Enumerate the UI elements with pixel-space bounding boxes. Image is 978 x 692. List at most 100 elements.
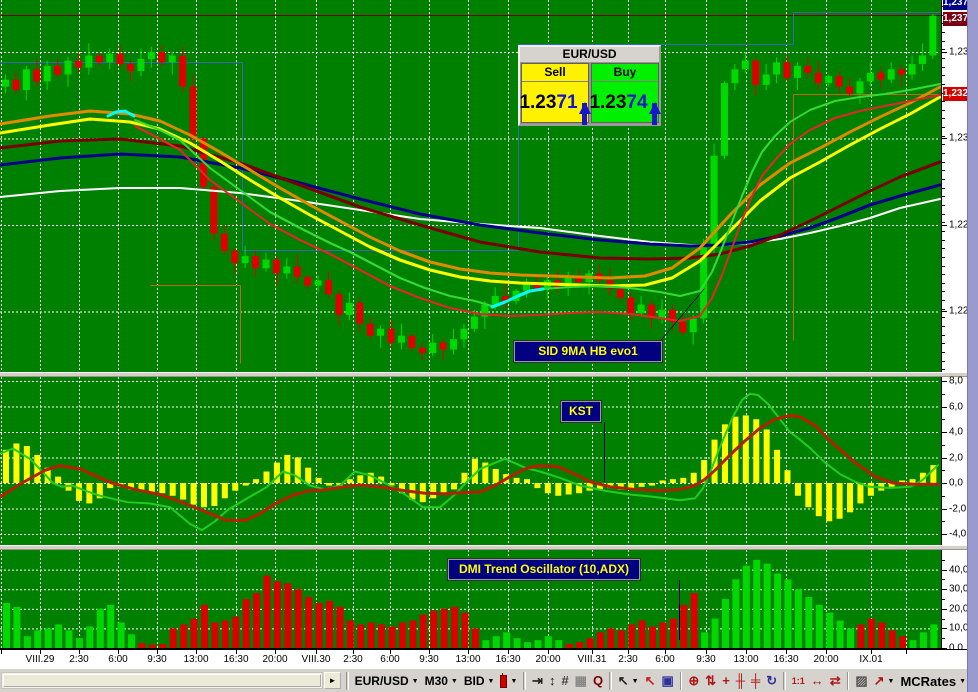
dmi-value-axis[interactable]: 40,0 30,0 20,0 10,0 0,0 — [941, 550, 969, 654]
price-minor-tick — [942, 283, 945, 284]
time-axis-tick — [786, 650, 787, 654]
restore-scale-icon[interactable]: ⇄ — [830, 671, 841, 691]
time-label: 6:00 — [655, 654, 675, 665]
price-tick-label: 1,2350 — [949, 46, 978, 58]
price-badge: 1,2326 — [943, 87, 968, 101]
horizontal-scrollbar-thumb[interactable] — [3, 674, 321, 687]
double-scale-icon[interactable]: ╫ — [736, 671, 745, 691]
price-minor-tick — [942, 214, 945, 215]
zoom-in-icon: ⊕ — [688, 673, 700, 688]
quote-window-icon[interactable]: Q — [593, 671, 603, 691]
time-axis-tick — [79, 650, 80, 654]
bottom-toolbar: ► EUR/USD ▼ M30 ▼ BID ▼ ▼ ⇥ ↕ # ▦ Q ↖ ▼ ↖ ▣ ⊕ ⇅ + ╫ ╪ ↻ 1:1 ↔ ⇄ ▨… — [0, 668, 967, 692]
expand-horizontal-icon[interactable]: ↔ — [811, 671, 824, 691]
line-tools-dropdown[interactable]: ↗ ▼ — [874, 671, 895, 691]
select-region-icon[interactable]: ▦ — [575, 671, 587, 691]
one-to-one-scale-icon: 1:1 — [791, 676, 805, 686]
time-label: 20:00 — [535, 654, 561, 665]
sell-button[interactable]: Sell 1.23 71 — [519, 63, 591, 125]
price-minor-tick — [942, 309, 945, 310]
price-type-dropdown[interactable]: BID ▼ — [464, 674, 495, 688]
one-to-one-scale-icon[interactable]: 1:1 — [792, 671, 805, 691]
scroll-right-button[interactable]: ► — [324, 672, 341, 689]
time-axis-tick — [40, 650, 41, 654]
time-axis-tick — [906, 650, 907, 654]
dmi-tick-label: 10,0 — [949, 622, 969, 634]
kst-indicator-panel[interactable] — [0, 377, 941, 545]
panel-separator[interactable] — [0, 545, 967, 550]
single-scale-icon[interactable]: ╪ — [751, 671, 760, 691]
price-minor-tick — [942, 222, 945, 223]
dmi-tick — [942, 608, 947, 610]
toolbar-separator — [609, 672, 612, 690]
dmi-tick-label: 20,0 — [949, 603, 969, 615]
kst-tick-label: 0,0 — [949, 477, 963, 489]
chevron-down-icon: ▼ — [887, 677, 895, 685]
scroll-to-end-icon[interactable]: ⇥ — [532, 671, 543, 691]
kst-minor-tick — [942, 406, 945, 408]
cursor-tool-dropdown[interactable]: ↖ ▼ — [618, 671, 639, 691]
price-minor-tick — [942, 274, 945, 275]
price-minor-tick — [942, 361, 945, 362]
dmi-minor-tick — [942, 579, 945, 581]
time-label: 16:30 — [495, 654, 521, 665]
price-minor-tick — [942, 162, 945, 163]
time-axis-tick — [118, 650, 119, 654]
crosshair-tool-icon[interactable]: ↖ — [645, 671, 656, 691]
double-scale-icon: ╫ — [735, 673, 746, 688]
zoom-in-icon[interactable]: ⊕ — [688, 671, 699, 691]
timeframe-dropdown[interactable]: M30 ▼ — [425, 674, 458, 688]
fit-vertical-icon: ↕ — [548, 673, 556, 688]
time-axis-tick — [1, 650, 2, 654]
time-axis-tick — [316, 650, 317, 654]
panel-separator[interactable] — [0, 372, 967, 377]
time-axis-tick — [665, 650, 666, 654]
price-minor-tick — [942, 231, 945, 232]
kst-label-anchor-line — [604, 422, 605, 482]
kst-minor-tick — [942, 393, 945, 395]
price-minor-tick — [942, 317, 945, 318]
chevron-down-icon: ▼ — [959, 677, 967, 685]
horizontal-scrollbar[interactable] — [1, 672, 323, 689]
grid-toggle-icon[interactable]: # — [561, 671, 568, 691]
price-minor-tick — [942, 101, 945, 102]
windows-arrange-icon: ▣ — [661, 673, 674, 688]
price-minor-tick — [942, 127, 945, 128]
line-tools-dropdown: ↗ — [873, 673, 885, 688]
windows-arrange-icon[interactable]: ▣ — [661, 671, 673, 691]
symbol-dropdown[interactable]: EUR/USD ▼ — [355, 674, 419, 688]
buy-label: Buy — [592, 64, 658, 82]
time-label: 16:30 — [223, 654, 249, 665]
fit-vertical-icon[interactable]: ↕ — [549, 671, 556, 691]
mcrates-menu[interactable]: MCRates ▼ — [900, 674, 966, 689]
price-minor-tick — [942, 49, 945, 50]
sid-indicator-label[interactable]: SID 9MA HB evo1 — [513, 340, 663, 363]
snapshot-icon[interactable]: ▨ — [855, 671, 867, 691]
time-axis-tick — [429, 650, 430, 654]
compress-vertical-icon[interactable]: ⇅ — [705, 671, 716, 691]
time-axis[interactable]: VIII.29 2:30 6:00 9:30 13:00 16:30 20:00 VIII.3… — [0, 649, 967, 669]
quote-box-title: EUR/USD — [520, 47, 659, 62]
price-minor-tick — [942, 136, 945, 137]
kst-indicator-label[interactable]: KST — [560, 400, 602, 423]
move-chart-icon[interactable]: + — [722, 671, 730, 691]
price-tick — [942, 311, 947, 312]
main-price-chart[interactable] — [0, 0, 941, 372]
quote-box[interactable]: EUR/USD Sell 1.23 71 Buy 1.23 74 — [518, 45, 661, 126]
time-axis-tick — [353, 650, 354, 654]
buy-button[interactable]: Buy 1.23 74 — [589, 63, 661, 125]
price-minor-tick — [942, 179, 945, 180]
dmi-indicator-label[interactable]: DMI Trend Oscillator (10,ADX) — [447, 558, 641, 581]
kst-value-axis[interactable]: 8,0 6,0 4,0 2,0 0,0 -2,0 -4,0 — [941, 376, 968, 545]
kst-tick-label: -2,0 — [949, 503, 967, 514]
sell-up-arrow-icon — [578, 85, 591, 125]
price-minor-tick — [942, 240, 945, 241]
grid-toggle-icon: # — [561, 673, 569, 688]
chart-style-dropdown[interactable]: ▼ — [500, 672, 517, 688]
vertical-scrollbar[interactable] — [967, 0, 978, 692]
time-label: 9:30 — [696, 654, 716, 665]
refresh-quotes-icon[interactable]: ↻ — [766, 671, 777, 691]
